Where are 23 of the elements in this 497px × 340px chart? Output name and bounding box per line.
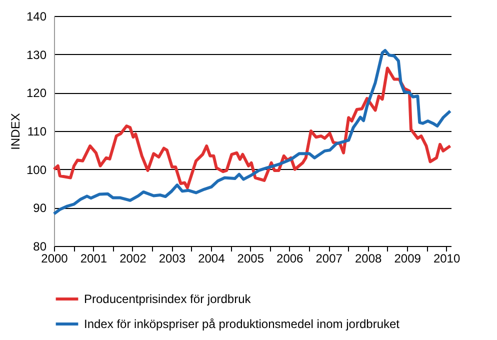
x-tick-label: 2010 xyxy=(433,252,460,266)
legend-label: Index för inköpspriser på produktionsmedel inom jordbruket xyxy=(84,317,400,331)
y-tick-label: 140 xyxy=(26,10,47,24)
x-tick-label: 2008 xyxy=(354,252,382,266)
x-tick-label: 2005 xyxy=(237,252,264,266)
y-tick-label: 110 xyxy=(27,124,47,138)
y-axis-title: INDEX xyxy=(8,113,22,150)
line-series xyxy=(52,49,452,216)
x-tick-label: 2000 xyxy=(41,252,68,266)
y-tick-label: 80 xyxy=(33,240,47,254)
x-tick-label: 2003 xyxy=(158,252,186,266)
x-tick-label: 2006 xyxy=(276,252,304,266)
y-tick-label: 130 xyxy=(26,48,47,62)
x-tick-label: 2004 xyxy=(198,252,226,266)
y-tick-label: 100 xyxy=(26,162,47,177)
x-tick-label: 2001 xyxy=(80,252,108,266)
x-tick-label: 2007 xyxy=(316,252,343,266)
x-tick-label: 2002 xyxy=(120,252,147,266)
legend-label: Producentprisindex för jordbruk xyxy=(84,292,252,306)
line-series xyxy=(52,66,452,190)
y-tick-label: 120 xyxy=(26,86,47,100)
x-tick-label: 2009 xyxy=(394,252,422,266)
y-tick-label: 90 xyxy=(33,201,47,216)
